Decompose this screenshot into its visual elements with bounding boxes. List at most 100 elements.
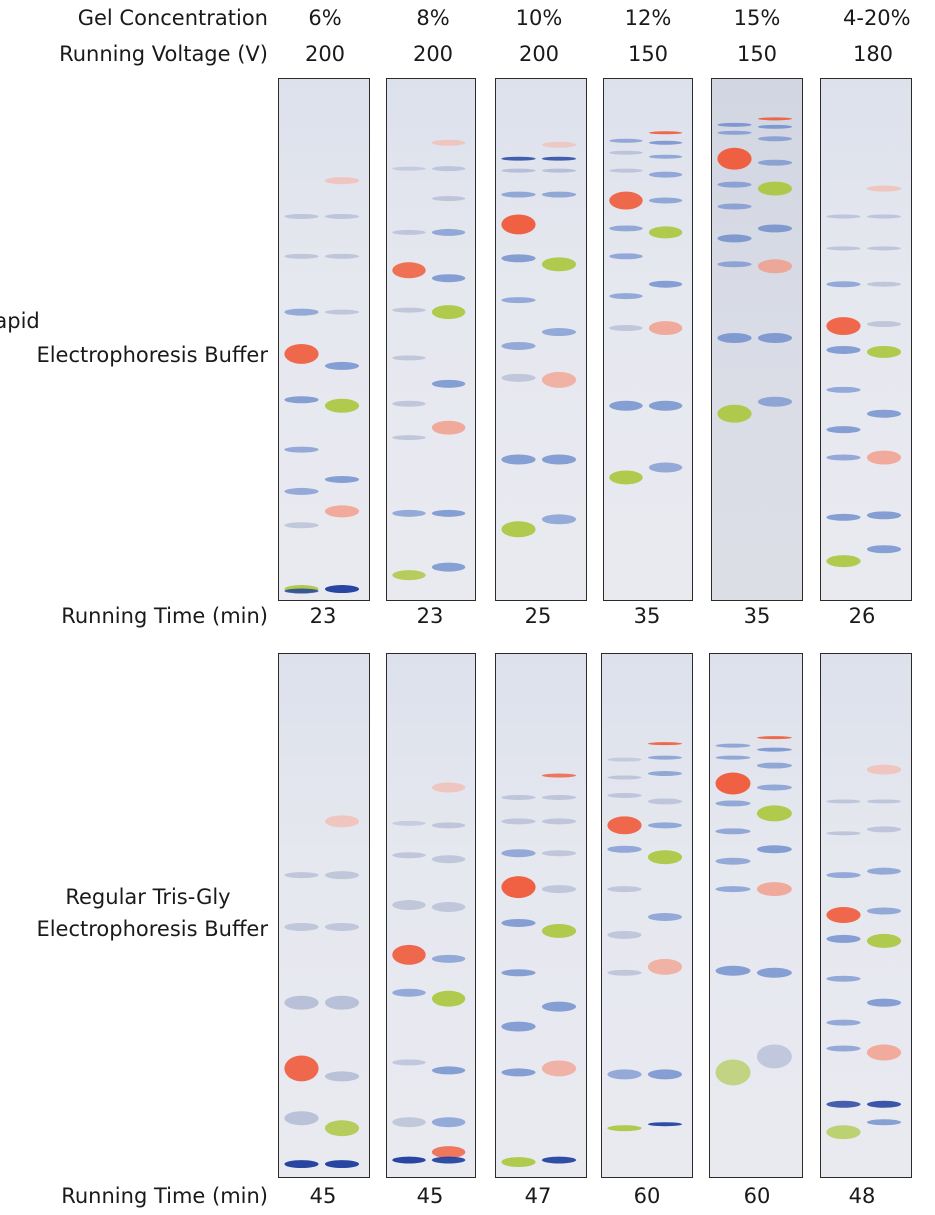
gel-band: [647, 755, 683, 760]
gel-band: [826, 872, 861, 879]
gel-band: [826, 513, 861, 521]
gel-band: [284, 522, 319, 529]
gel-band: [717, 147, 752, 170]
gel-band: [826, 1045, 861, 1052]
gel-band: [501, 168, 536, 173]
gel-band: [717, 333, 752, 343]
gel-band: [431, 305, 466, 320]
concentration-10: 10%: [515, 6, 563, 30]
gel-band: [756, 747, 792, 752]
gel-band: [324, 213, 360, 219]
gel-band: [826, 281, 861, 288]
gel-band: [284, 396, 319, 404]
gel-band: [607, 792, 642, 798]
gel-regular-12: [601, 653, 693, 1178]
gel-band: [866, 214, 902, 219]
gel-band: [284, 995, 319, 1010]
time-regular-4-20: 48: [848, 1184, 876, 1208]
gel-band: [648, 400, 683, 411]
gel-band: [392, 900, 426, 911]
gel-band: [647, 798, 683, 805]
gel-band: [757, 159, 793, 166]
gel-band: [826, 317, 861, 336]
gel-band: [392, 988, 426, 997]
gel-band: [607, 1069, 642, 1080]
gel-band: [866, 933, 902, 948]
gel-band: [501, 373, 536, 382]
gel-band: [431, 1066, 466, 1075]
gel-rapid-4-20: [820, 78, 912, 601]
gel-band: [284, 1111, 319, 1126]
gel-band: [757, 124, 793, 129]
gel-band: [324, 1160, 360, 1169]
gel-concentration-label: Gel Concentration: [77, 6, 268, 30]
gel-band: [866, 321, 902, 328]
voltage-15: 150: [736, 42, 778, 66]
gel-band: [648, 171, 683, 178]
gel-band: [431, 1156, 466, 1164]
gel-band: [826, 907, 861, 923]
gel-band: [501, 1068, 536, 1077]
gel-band: [431, 1146, 466, 1159]
gel-band: [501, 1157, 536, 1168]
gel-band: [431, 139, 466, 146]
time-rapid-15: 35: [743, 604, 771, 628]
gel-band: [607, 775, 642, 780]
gel-band: [648, 131, 683, 135]
gel-rapid-8: [386, 78, 476, 601]
gel-band: [541, 257, 577, 272]
gel-band: [284, 446, 319, 453]
gel-band: [757, 333, 793, 343]
gel-band: [866, 1100, 902, 1108]
gel-band: [866, 450, 902, 465]
time-regular-15: 60: [743, 1184, 771, 1208]
gel-band: [501, 214, 536, 235]
gel-band: [284, 487, 319, 495]
rapid-label-line2: Electrophoresis Buffer: [36, 343, 268, 367]
gel-band: [284, 1055, 319, 1082]
gel-band: [284, 253, 319, 259]
gel-band: [607, 1125, 642, 1132]
time-rapid-8: 23: [416, 604, 444, 628]
gel-band: [501, 969, 536, 977]
gel-band: [392, 166, 426, 171]
voltage-10: 200: [518, 42, 560, 66]
gel-band: [609, 325, 643, 332]
gel-band: [715, 886, 751, 893]
gel-band: [717, 404, 752, 423]
concentration-15: 15%: [733, 6, 781, 30]
gel-band: [284, 308, 319, 316]
gel-band: [757, 181, 793, 196]
gel-band: [324, 871, 360, 880]
gel-band: [607, 845, 642, 853]
gel-band: [756, 845, 792, 854]
time-regular-8: 45: [416, 1184, 444, 1208]
gel-band: [866, 867, 902, 875]
gel-band: [647, 822, 683, 829]
gel-band: [541, 328, 577, 337]
gel-rapid-6: [278, 78, 370, 601]
gel-band: [866, 799, 902, 804]
gel-band: [392, 570, 426, 581]
gel-band: [541, 818, 577, 825]
gel-band: [431, 228, 466, 236]
gel-rapid-10: [495, 78, 587, 601]
gel-band: [284, 588, 319, 594]
gel-band: [609, 470, 643, 485]
gel-band: [826, 831, 861, 836]
gel-band: [826, 1100, 861, 1108]
gel-band: [431, 379, 466, 388]
gel-band: [609, 253, 643, 260]
gel-band: [715, 800, 751, 807]
gel-band: [866, 826, 902, 833]
rapid-label-line1: Rapid: [0, 309, 40, 333]
gel-band: [717, 261, 752, 268]
concentration-8: 8%: [416, 6, 450, 30]
gel-band: [757, 259, 793, 274]
concentration-12: 12%: [624, 6, 672, 30]
time-rapid-12: 35: [633, 604, 661, 628]
gel-band: [757, 224, 793, 233]
gel-band: [284, 343, 319, 364]
concentration-6: 6%: [308, 6, 342, 30]
gel-band: [501, 918, 536, 927]
